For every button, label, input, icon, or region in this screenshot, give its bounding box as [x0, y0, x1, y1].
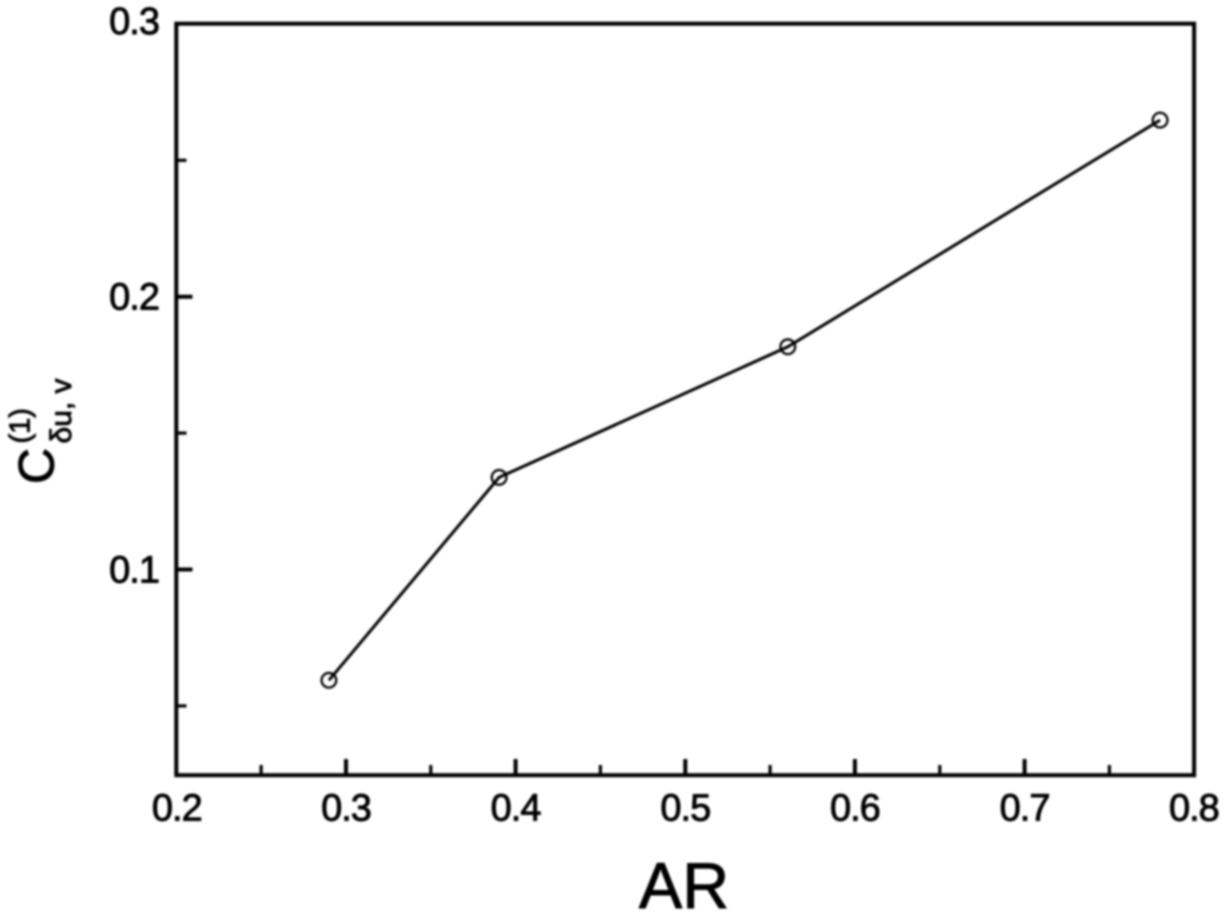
svg-text:0.3: 0.3 [321, 788, 371, 830]
svg-text:C: C [9, 448, 65, 484]
svg-text:0.7: 0.7 [1000, 788, 1050, 830]
svg-text:0.8: 0.8 [1169, 788, 1219, 830]
svg-text:0.5: 0.5 [660, 788, 710, 830]
svg-text:0.3: 0.3 [109, 1, 159, 43]
svg-text:0.2: 0.2 [152, 788, 202, 830]
svg-text:AR: AR [639, 849, 729, 917]
svg-text:(1): (1) [5, 408, 37, 443]
svg-text:0.2: 0.2 [109, 277, 159, 319]
svg-text:0.6: 0.6 [830, 788, 880, 830]
svg-text:δu, v: δu, v [45, 378, 78, 443]
svg-text:0.4: 0.4 [491, 788, 542, 830]
svg-text:0.1: 0.1 [109, 549, 159, 591]
